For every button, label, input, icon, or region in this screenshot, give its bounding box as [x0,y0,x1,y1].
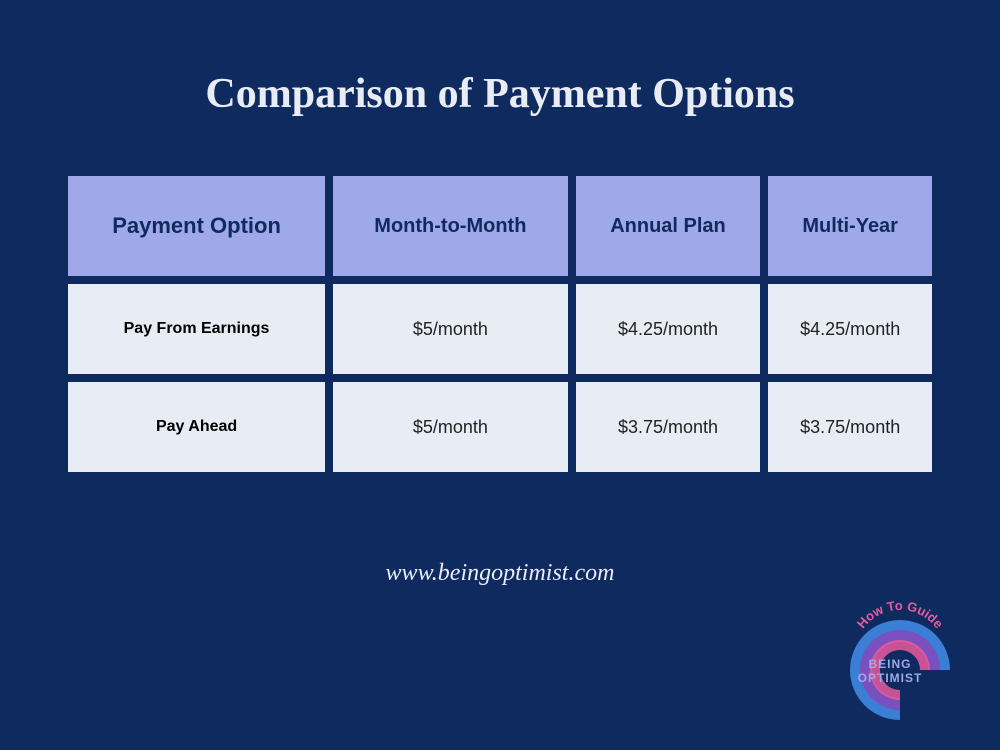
row-label-1: Pay Ahead [68,382,325,472]
cell-1-0: $5/month [333,382,568,472]
cell-1-2: $3.75/month [768,382,932,472]
comparison-table-wrap: Payment Option Month-to-Month Annual Pla… [0,168,1000,480]
comparison-table: Payment Option Month-to-Month Annual Pla… [60,168,940,480]
page-title: Comparison of Payment Options [0,0,1000,168]
col-header-1: Month-to-Month [333,176,568,276]
row-label-0: Pay From Earnings [68,284,325,374]
logo-line2: OPTIMIST [858,671,923,685]
cell-0-1: $4.25/month [576,284,761,374]
logo-line1: BEING [868,657,911,671]
footer-url: www.beingoptimist.com [0,560,1000,587]
cell-0-2: $4.25/month [768,284,932,374]
table-row: Pay From Earnings $5/month $4.25/month $… [68,284,932,374]
col-header-2: Annual Plan [576,176,761,276]
brand-logo: How To Guide BEING OPTIMIST [830,590,970,730]
cell-1-1: $3.75/month [576,382,761,472]
table-row: Pay Ahead $5/month $3.75/month $3.75/mon… [68,382,932,472]
col-header-0: Payment Option [68,176,325,276]
col-header-3: Multi-Year [768,176,932,276]
table-header-row: Payment Option Month-to-Month Annual Pla… [68,176,932,276]
cell-0-0: $5/month [333,284,568,374]
